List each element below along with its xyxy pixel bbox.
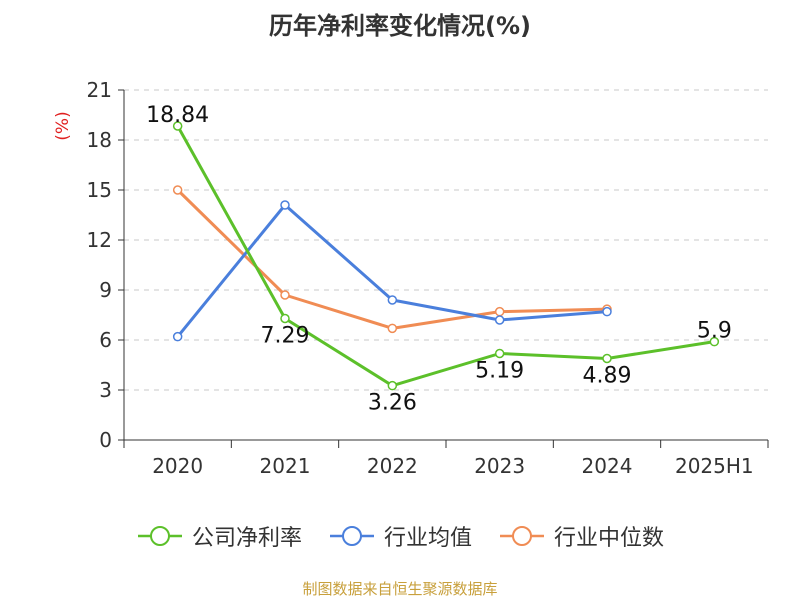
chart-title: 历年净利率变化情况(%)	[269, 12, 531, 40]
data-point	[494, 315, 505, 325]
legend: 公司净利率 行业均值 行业中位数	[0, 518, 800, 554]
legend-marker	[512, 526, 532, 546]
grid-lines	[124, 89, 768, 391]
data-point	[709, 336, 720, 347]
y-tick-label: 21	[87, 78, 112, 102]
y-tick-label: 9	[99, 278, 112, 302]
data-label: 18.84	[146, 103, 209, 128]
source-note: 制图数据来自恒生聚源数据库	[302, 580, 498, 598]
data-labels: 18.84 7.29 3.26 5.19 4.89 5.9	[146, 103, 732, 416]
x-tick-label: 2024	[582, 454, 633, 478]
data-point	[494, 348, 505, 359]
y-tick-label: 3	[99, 378, 112, 402]
data-point	[280, 313, 290, 324]
legend-marker	[149, 526, 170, 546]
data-label: 7.29	[261, 324, 310, 349]
legend-label: 公司净利率	[191, 526, 302, 551]
data-point	[172, 121, 183, 131]
data-label: 3.26	[368, 391, 417, 416]
y-tick-label: 15	[87, 178, 112, 202]
legend-label: 行业中位数	[554, 526, 665, 551]
x-tick-label: 2020	[152, 454, 203, 478]
data-point	[172, 331, 183, 342]
series-line	[176, 203, 608, 338]
y-axis-title: (%)	[53, 111, 73, 140]
x-tick-label: 2025H1	[675, 454, 754, 478]
data-point	[172, 185, 183, 195]
y-tick-label: 0	[99, 428, 112, 452]
data-point	[280, 200, 290, 210]
legend-item[interactable]: 公司净利率	[136, 520, 302, 552]
data-point	[494, 306, 505, 317]
data-label: 5.19	[475, 359, 524, 384]
legend-swatch	[137, 526, 182, 546]
data-point	[387, 323, 398, 334]
x-tick-label: 2023	[474, 454, 525, 478]
y-tick-label: 12	[87, 228, 112, 252]
legend-item[interactable]: 行业均值	[328, 520, 472, 552]
data-point	[387, 295, 398, 305]
series-lines	[172, 121, 720, 391]
data-point	[280, 290, 290, 300]
x-tick-label: 2022	[367, 454, 418, 478]
legend-swatch	[329, 526, 374, 546]
legend-swatch	[500, 526, 544, 546]
axes: 0 3 6 9 12 15 18 21 2020 2021 2022 2023 2024 2025H1 (%…	[53, 78, 769, 478]
y-tick-label: 18	[87, 128, 112, 152]
data-point	[387, 380, 398, 391]
data-label: 5.9	[697, 319, 732, 344]
legend-marker	[341, 526, 362, 546]
x-tick-label: 2021	[260, 454, 311, 478]
y-tick-label: 6	[99, 328, 112, 352]
data-point	[602, 353, 612, 364]
legend-item[interactable]: 行业中位数	[498, 520, 664, 552]
series-line	[176, 125, 715, 388]
data-point	[602, 306, 612, 317]
legend-label: 行业均值	[383, 526, 472, 551]
data-label: 4.89	[583, 364, 632, 389]
